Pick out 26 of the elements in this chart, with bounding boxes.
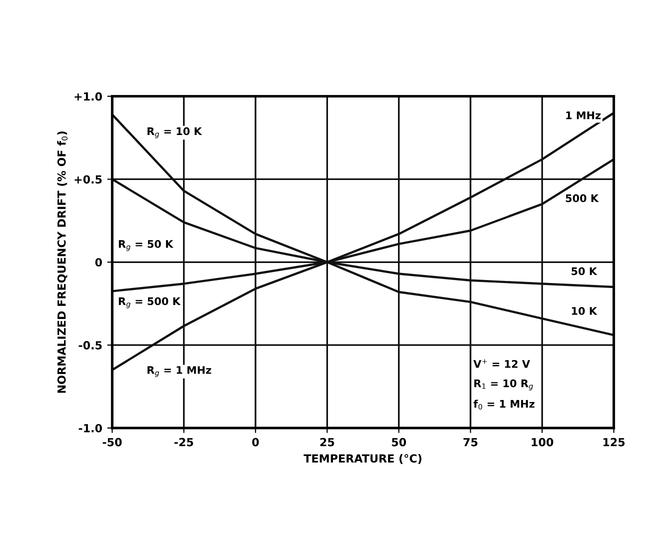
annotation: 500 K bbox=[566, 194, 599, 202]
y-tick-label: +1.0 bbox=[74, 92, 102, 101]
annotation: 50 K bbox=[572, 267, 598, 276]
annotation: 10 K bbox=[572, 307, 598, 315]
annotation: 1 MHz bbox=[566, 111, 601, 120]
annotation: R$_{1}$ = 10 R$_{g}$ bbox=[474, 379, 533, 390]
y-tick-label: -1.0 bbox=[78, 424, 102, 432]
x-tick-label: 0 bbox=[252, 438, 259, 446]
series-label: R$_{g}$ = 1 MHz bbox=[148, 366, 212, 378]
y-tick-label: -0.5 bbox=[78, 341, 102, 350]
x-tick-label: 25 bbox=[320, 438, 334, 446]
x-tick-label: 125 bbox=[603, 438, 625, 446]
annotation: V$^{+}$ = 12 V bbox=[473, 359, 530, 368]
series-label: R$_{g}$ = 500 K bbox=[118, 297, 181, 308]
x-tick-label: 50 bbox=[392, 438, 406, 446]
series-label: R$_{g}$ = 10 K bbox=[148, 127, 202, 138]
x-tick-label: -25 bbox=[174, 438, 194, 446]
y-axis-title: NORMALIZED FREQUENCY DRIFT (% OF f$_{0}$) bbox=[57, 131, 68, 393]
x-axis-title: TEMPERATURE (°C) bbox=[304, 454, 422, 464]
y-tick-label: +0.5 bbox=[74, 175, 102, 184]
x-tick-label: -50 bbox=[102, 438, 122, 446]
x-tick-label: 75 bbox=[464, 438, 478, 446]
x-tick-label: 100 bbox=[532, 438, 554, 446]
series-label: R$_{g}$ = 50 K bbox=[118, 240, 174, 251]
y-tick-label: 0 bbox=[95, 258, 102, 267]
annotation: f$_{0}$ = 1 MHz bbox=[474, 400, 534, 410]
